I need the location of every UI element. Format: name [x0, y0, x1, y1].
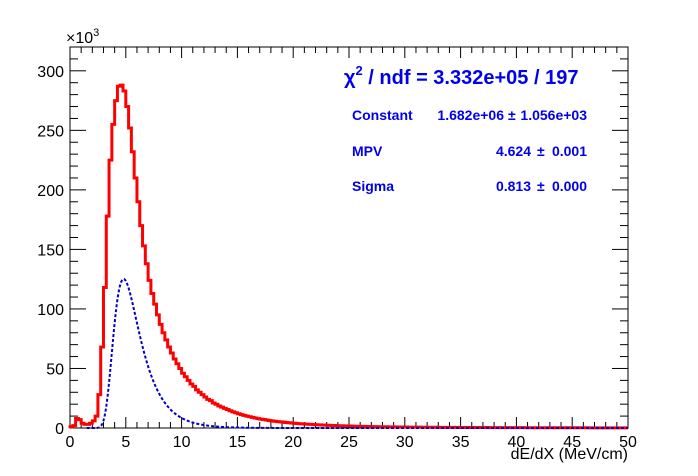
plot-frame [69, 46, 629, 429]
x-tick-label: 35 [452, 434, 470, 451]
x-tick-label: 5 [121, 434, 130, 451]
data-histogram [68, 83, 628, 430]
x-tick-label: 15 [229, 434, 247, 451]
y-multiplier-exp: 3 [93, 27, 99, 39]
stat-label-mpv: MPV [352, 143, 383, 159]
x-tick-label: 25 [340, 434, 358, 451]
stat-error-constant: 1.056e+03 [520, 107, 587, 123]
fit-stats-box: χ2 / ndf = 3.332e+05 / 197 Constant 1.68… [344, 63, 587, 194]
chi2-ndf: χ2 / ndf = 3.332e+05 / 197 [344, 63, 578, 89]
x-tick-labels: 0 5 10 15 20 25 30 35 40 45 50 [66, 434, 637, 451]
landau-fit-curve [86, 277, 628, 429]
chi2-text: / ndf = 3.332e+05 / 197 [363, 67, 579, 89]
x-axis-title: dE/dX (MeV/cm) [511, 446, 628, 463]
axis-ticks [69, 46, 629, 429]
stat-error-sigma: 0.000 [552, 178, 587, 194]
y-tick-label: 250 [37, 123, 64, 140]
x-tick-label: 40 [508, 434, 526, 451]
x-tick-label: 20 [284, 434, 302, 451]
y-tick-labels: 0 50 100 150 200 250 300 [37, 64, 64, 438]
stat-pm-constant: ± [508, 107, 516, 123]
stat-label-sigma: Sigma [352, 178, 394, 194]
stat-value-sigma: 0.813 [496, 178, 531, 194]
stat-error-mpv: 0.001 [552, 143, 587, 159]
y-tick-label: 50 [46, 361, 64, 378]
stat-pm-sigma: ± [537, 178, 545, 194]
x-tick-label: 30 [396, 434, 414, 451]
chi2-exp: 2 [356, 63, 363, 78]
y-tick-label: 100 [37, 302, 64, 319]
stat-value-constant: 1.682e+06 [437, 107, 504, 123]
x-tick-label: 0 [66, 434, 75, 451]
y-tick-label: 200 [37, 183, 64, 200]
y-tick-label: 300 [37, 64, 64, 81]
stat-value-mpv: 4.624 [496, 143, 531, 159]
stat-pm-mpv: ± [537, 143, 545, 159]
y-tick-label: 0 [55, 421, 64, 438]
y-tick-label: 150 [37, 242, 64, 259]
stat-label-constant: Constant [352, 107, 413, 123]
x-tick-label: 10 [173, 434, 191, 451]
x-tick-label: 45 [563, 434, 581, 451]
x-tick-label: 50 [619, 434, 637, 451]
y-multiplier-label: ×103 [66, 27, 99, 47]
